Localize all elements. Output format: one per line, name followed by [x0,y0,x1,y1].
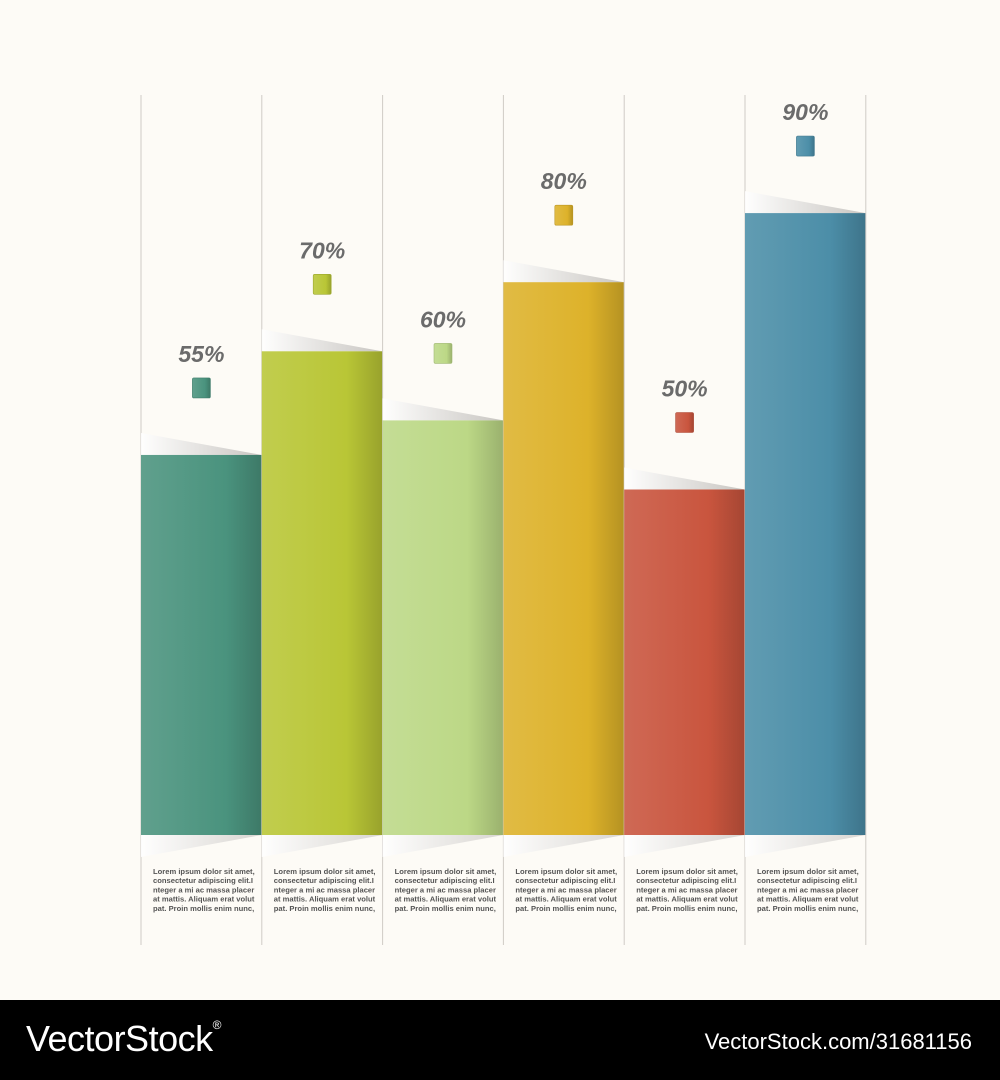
bar-fold [261,329,383,352]
description-line: Lorem ipsum dolor sit amet, [515,867,617,876]
bar-6 [745,213,866,836]
bar-chart: 55%Lorem ipsum dolor sit amet, consectetu… [140,95,867,945]
value-label-5: 50% [662,376,708,402]
description-line: Lorem ipsum dolor sit amet, [395,867,497,876]
description-line: consectetur adipiscing elit.I [515,876,615,885]
value-marker-4 [554,204,574,226]
description-line: at mattis. Aliquam erat volut [636,895,738,904]
chart-area: 55% Lorem ipsum dolor sit amet, consectetu… [140,95,867,945]
bar-1 [141,454,262,835]
description-line: pat. Proin mollis enim nunc, [636,904,737,913]
description-line: Lorem ipsum dolor sit amet, [153,867,255,876]
value-label-2: 70% [299,237,345,263]
value-label-6: 90% [782,99,828,125]
value-marker-3 [433,343,453,364]
value-marker-2 [312,273,332,295]
description-line: pat. Proin mollis enim nunc, [515,904,616,913]
description-line: consectetur adipiscing elit.I [274,876,374,885]
description-line: pat. Proin mollis enim nunc, [757,904,858,913]
bar-description-2: Lorem ipsum dolor sit amet, consectetur a… [274,867,376,913]
bar-2 [261,351,383,835]
bar-fold [503,260,625,283]
description-line: pat. Proin mollis enim nunc, [395,904,496,913]
description-line: at mattis. Aliquam erat volut [515,895,617,904]
bar-description-3: Lorem ipsum dolor sit amet, consectetur a… [395,867,497,913]
bar-description-5: Lorem ipsum dolor sit amet, consectetur a… [636,867,738,913]
bar-fold [745,191,866,214]
description-line: nteger a mi ac massa placer [395,885,496,894]
description-line: nteger a mi ac massa placer [153,885,254,894]
description-line: consectetur adipiscing elit.I [636,876,736,885]
value-label-4: 80% [541,168,587,194]
registered-mark: ® [212,1018,222,1032]
bar-5 [624,489,745,835]
description-line: consectetur adipiscing elit.I [395,876,495,885]
watermark-footer: VectorStock® VectorStock.com/31681156 [0,1000,1000,1080]
description-line: nteger a mi ac massa placer [757,885,858,894]
base-fold [745,835,866,857]
base-fold [382,835,504,857]
base-fold [624,835,745,857]
bar-3 [382,420,504,835]
description-line: nteger a mi ac massa placer [636,885,737,894]
bar-description-4: Lorem ipsum dolor sit amet, consectetur a… [515,867,617,913]
value-marker-6 [796,135,815,157]
value-label-1: 55% [178,341,224,367]
value-marker-1 [192,377,211,399]
image-reference: VectorStock.com/31681156 [704,1029,972,1054]
brand-logo: VectorStock® [26,1018,221,1060]
description-line: nteger a mi ac massa placer [515,885,616,894]
value-label-3: 60% [420,306,466,332]
bar-fold [382,398,504,421]
value-marker-5 [675,412,694,433]
base-fold [141,835,262,857]
bar-fold [624,467,745,490]
description-line: Lorem ipsum dolor sit amet, [757,867,859,876]
description-line: Lorem ipsum dolor sit amet, [636,867,738,876]
description-line: at mattis. Aliquam erat volut [274,895,376,904]
description-line: consectetur adipiscing elit.I [153,876,253,885]
description-line: pat. Proin mollis enim nunc, [274,904,375,913]
bar-description-1: Lorem ipsum dolor sit amet, consectetur a… [153,867,255,913]
base-fold [503,835,625,857]
description-line: Lorem ipsum dolor sit amet, [274,867,376,876]
description-line: at mattis. Aliquam erat volut [757,895,859,904]
description-line: at mattis. Aliquam erat volut [395,895,497,904]
description-line: pat. Proin mollis enim nunc, [153,904,254,913]
bar-fold [141,432,262,455]
brand-name: VectorStock [26,1018,213,1059]
bar-4 [503,282,625,835]
bar-description-6: Lorem ipsum dolor sit amet, consectetur a… [757,867,859,913]
description-line: consectetur adipiscing elit.I [757,876,857,885]
base-fold [261,835,383,857]
description-line: at mattis. Aliquam erat volut [153,895,255,904]
description-line: nteger a mi ac massa placer [274,885,375,894]
